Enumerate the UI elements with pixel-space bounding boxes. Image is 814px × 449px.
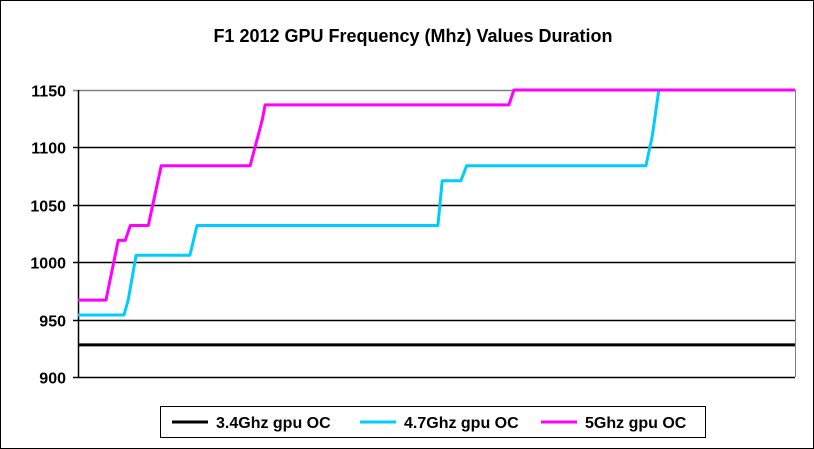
- y-tick-label: 900: [39, 371, 66, 388]
- series-lines: [78, 88, 795, 347]
- legend-label: 5Ghz gpu OC: [585, 415, 687, 432]
- series-line-1: [78, 88, 795, 317]
- chart-title: F1 2012 GPU Frequency (Mhz) Values Durat…: [213, 26, 612, 46]
- legend-items: 3.4Ghz gpu OC 4.7Ghz gpu OC 5Ghz gpu OC: [172, 415, 687, 432]
- y-tick-label: 1000: [30, 256, 66, 273]
- y-tick-label: 1150: [31, 84, 66, 101]
- y-tick-label: 950: [39, 314, 66, 331]
- legend-label: 3.4Ghz gpu OC: [216, 415, 331, 432]
- y-axis-ticks: 900 950 1000 1050 1100 1150: [30, 84, 66, 388]
- series-line-2: [78, 88, 795, 302]
- y-tick-label: 1100: [31, 141, 66, 158]
- y-tick-label: 1050: [30, 199, 66, 216]
- legend: [160, 406, 706, 438]
- legend-label: 4.7Ghz gpu OC: [404, 415, 519, 432]
